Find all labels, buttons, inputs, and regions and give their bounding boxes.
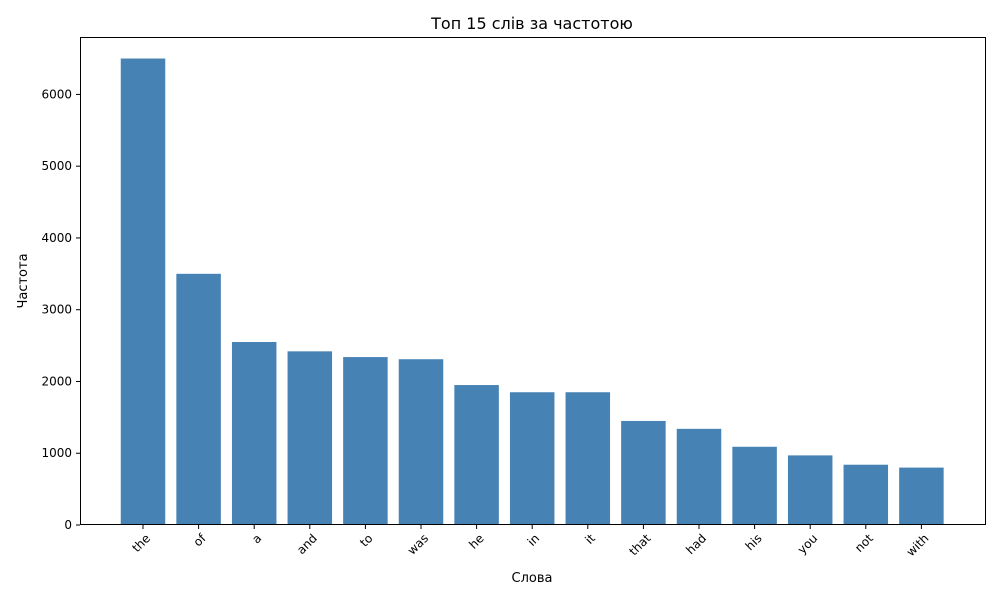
bar-a [231, 342, 277, 525]
x-tick-label: a [249, 531, 264, 546]
bar-of [176, 273, 221, 525]
bar-not [843, 464, 889, 525]
bars-group [120, 58, 944, 525]
x-tick-label: to [357, 531, 375, 549]
x-tick-label: it [582, 531, 598, 547]
y-axis-label: Частота [16, 253, 31, 308]
x-tick-label: and [294, 531, 320, 557]
chart-title: Топ 15 слів за частотою [430, 14, 633, 33]
x-tick-label: the [129, 531, 153, 555]
x-tick-label: with [904, 531, 932, 559]
bar-had [676, 428, 722, 525]
bar-and [287, 351, 333, 525]
x-tick-label: that [626, 531, 653, 558]
bar-with [899, 467, 944, 525]
x-axis-ticks: the of a and to was he in it that had his you not with [129, 525, 932, 559]
bar-you [787, 455, 833, 525]
y-tick-label: 5000 [41, 159, 72, 173]
y-tick-label: 0 [64, 518, 72, 532]
bar-he [454, 385, 499, 525]
bar-in [509, 392, 555, 525]
x-tick-label: not [852, 531, 876, 555]
bar-to [343, 357, 388, 525]
bar-that [621, 420, 666, 525]
x-tick-label: in [525, 531, 543, 549]
x-tick-label: his [743, 531, 765, 553]
bar-was [398, 359, 444, 525]
x-tick-label: was [405, 531, 431, 557]
x-tick-label: of [191, 531, 210, 550]
y-tick-label: 3000 [41, 303, 72, 317]
bar-the [120, 58, 166, 525]
x-tick-label: you [795, 531, 821, 557]
y-tick-label: 4000 [41, 231, 72, 245]
y-tick-label: 2000 [41, 374, 72, 388]
y-tick-label: 6000 [41, 87, 72, 101]
x-tick-label: had [683, 531, 709, 557]
bar-it [565, 392, 611, 525]
plot-frame [80, 37, 986, 525]
x-tick-label: he [466, 531, 487, 552]
x-axis-label: Слова [512, 571, 553, 586]
y-axis-ticks: 0 1000 2000 3000 4000 5000 6000 [41, 87, 80, 532]
y-tick-label: 1000 [41, 446, 72, 460]
bar-his [732, 446, 777, 525]
